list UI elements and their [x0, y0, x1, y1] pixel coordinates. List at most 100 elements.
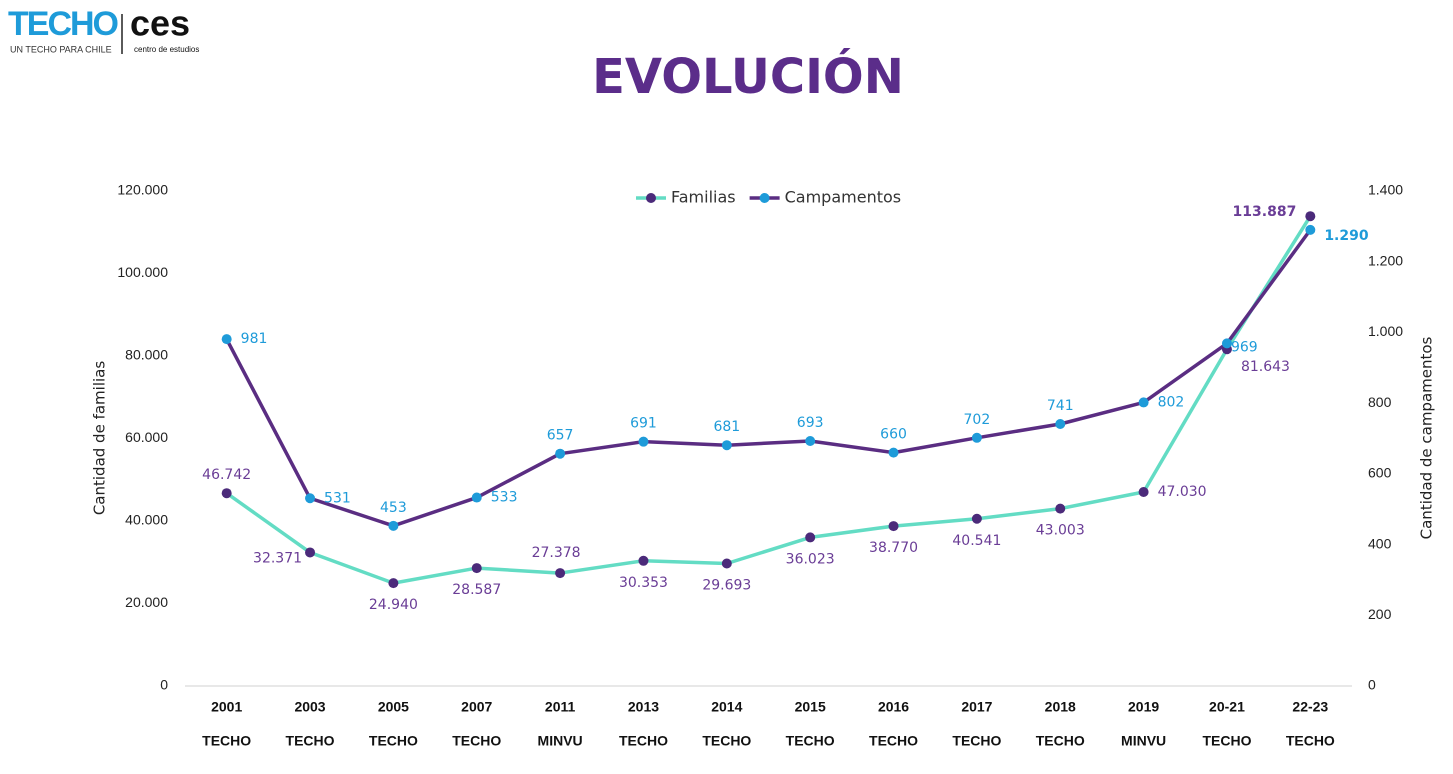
series-line [225, 228, 1312, 528]
x-tick-source: TECHO [869, 733, 918, 749]
x-tick-source: TECHO [786, 733, 835, 749]
x-tick-source: TECHO [286, 733, 335, 749]
data-point [888, 521, 899, 532]
data-point [555, 568, 566, 579]
data-point [1138, 397, 1149, 408]
legend-label: Campamentos [785, 188, 902, 207]
data-label: 1.290 [1324, 228, 1369, 244]
data-point [388, 578, 399, 589]
legend-marker [759, 193, 770, 203]
x-tick-label: 2018 [1045, 699, 1076, 715]
x-tick-source: TECHO [1202, 733, 1251, 749]
legend-marker [646, 193, 656, 203]
x-tick-source: TECHO [952, 733, 1001, 749]
data-point [888, 447, 899, 458]
y-tick-label: 60.000 [125, 429, 168, 445]
x-tick-label: 2017 [961, 699, 992, 715]
data-label: 681 [713, 419, 740, 435]
x-tick-label: 2011 [545, 699, 576, 715]
data-label: 657 [547, 428, 574, 444]
x-tick-label: 2003 [294, 699, 325, 715]
data-point [721, 558, 732, 569]
data-label: 40.541 [952, 533, 1001, 549]
data-point [1055, 503, 1066, 514]
data-point [721, 440, 732, 451]
x-tick-label: 2007 [461, 699, 492, 715]
y2-tick-label: 1.000 [1368, 323, 1403, 339]
chart-title: EVOLUCIÓN [592, 48, 904, 105]
data-label: 533 [491, 490, 518, 506]
y2-tick-label: 600 [1368, 465, 1392, 481]
logo-techo-tagline: UN TECHO PARA CHILE [10, 44, 112, 54]
data-label: 453 [380, 500, 407, 516]
data-point [805, 532, 816, 543]
y2-tick-label: 1.200 [1368, 252, 1403, 268]
x-tick-label: 2014 [711, 699, 742, 715]
x-tick-source: TECHO [1036, 733, 1085, 749]
x-tick-label: 22-23 [1292, 699, 1328, 715]
data-point [971, 513, 982, 524]
data-label: 969 [1231, 339, 1258, 355]
data-label: 36.023 [786, 551, 835, 567]
data-point [638, 555, 649, 566]
data-label: 38.770 [869, 540, 918, 556]
data-label: 29.693 [702, 578, 751, 594]
data-point [471, 563, 482, 574]
y-tick-label: 40.000 [125, 512, 168, 528]
y2-tick-label: 400 [1368, 535, 1392, 551]
y2-tick-label: 800 [1368, 394, 1392, 410]
data-label: 28.587 [452, 582, 501, 598]
x-tick-label: 2013 [628, 699, 659, 715]
x-tick-label: 2001 [211, 699, 242, 715]
y-tick-label: 100.000 [117, 264, 168, 280]
x-tick-label: 2019 [1128, 699, 1159, 715]
data-label: 693 [797, 415, 824, 431]
y2-tick-label: 1.400 [1368, 182, 1403, 198]
data-label: 24.940 [369, 597, 418, 613]
x-tick-source: TECHO [452, 733, 501, 749]
y-tick-label: 80.000 [125, 347, 168, 363]
data-label: 30.353 [619, 575, 668, 591]
y2-tick-label: 200 [1368, 606, 1392, 622]
x-tick-source: MINVU [538, 733, 583, 749]
data-label: 802 [1158, 394, 1185, 410]
x-tick-label: 2016 [878, 699, 909, 715]
logo-techo: TECHO [8, 5, 119, 43]
data-point [1305, 211, 1316, 222]
data-point [805, 435, 816, 446]
x-tick-source: TECHO [702, 733, 751, 749]
data-label: 81.643 [1241, 359, 1290, 375]
y2-axis-title: Cantidad de campamentos [1418, 336, 1436, 539]
data-point [221, 334, 232, 345]
data-label: 27.378 [532, 545, 581, 561]
data-label: 660 [880, 427, 907, 443]
data-point [221, 488, 232, 499]
data-point [638, 436, 649, 447]
data-point [471, 492, 482, 503]
y-tick-label: 0 [160, 677, 168, 693]
data-point [971, 432, 982, 443]
data-label: 47.030 [1158, 484, 1207, 500]
data-label: 702 [964, 412, 991, 428]
data-point [305, 493, 316, 504]
x-tick-source: TECHO [369, 733, 418, 749]
data-point [305, 547, 316, 558]
data-point [388, 520, 399, 531]
data-point [1138, 487, 1149, 498]
data-label: 43.003 [1036, 523, 1085, 539]
logo-ces: ces [130, 3, 190, 44]
data-label: 741 [1047, 398, 1074, 414]
data-point [1055, 419, 1066, 430]
x-tick-label: 2005 [378, 699, 409, 715]
x-tick-label: 20-21 [1209, 699, 1245, 715]
y-tick-label: 120.000 [117, 182, 168, 198]
x-tick-source: TECHO [619, 733, 668, 749]
data-label: 981 [241, 331, 268, 347]
data-point [1305, 224, 1316, 235]
data-label: 531 [324, 490, 351, 506]
logo-ces-tagline: centro de estudios [134, 45, 199, 54]
y-axis-title: Cantidad de familias [91, 361, 109, 516]
x-tick-label: 2015 [795, 699, 826, 715]
data-point [1221, 338, 1232, 349]
